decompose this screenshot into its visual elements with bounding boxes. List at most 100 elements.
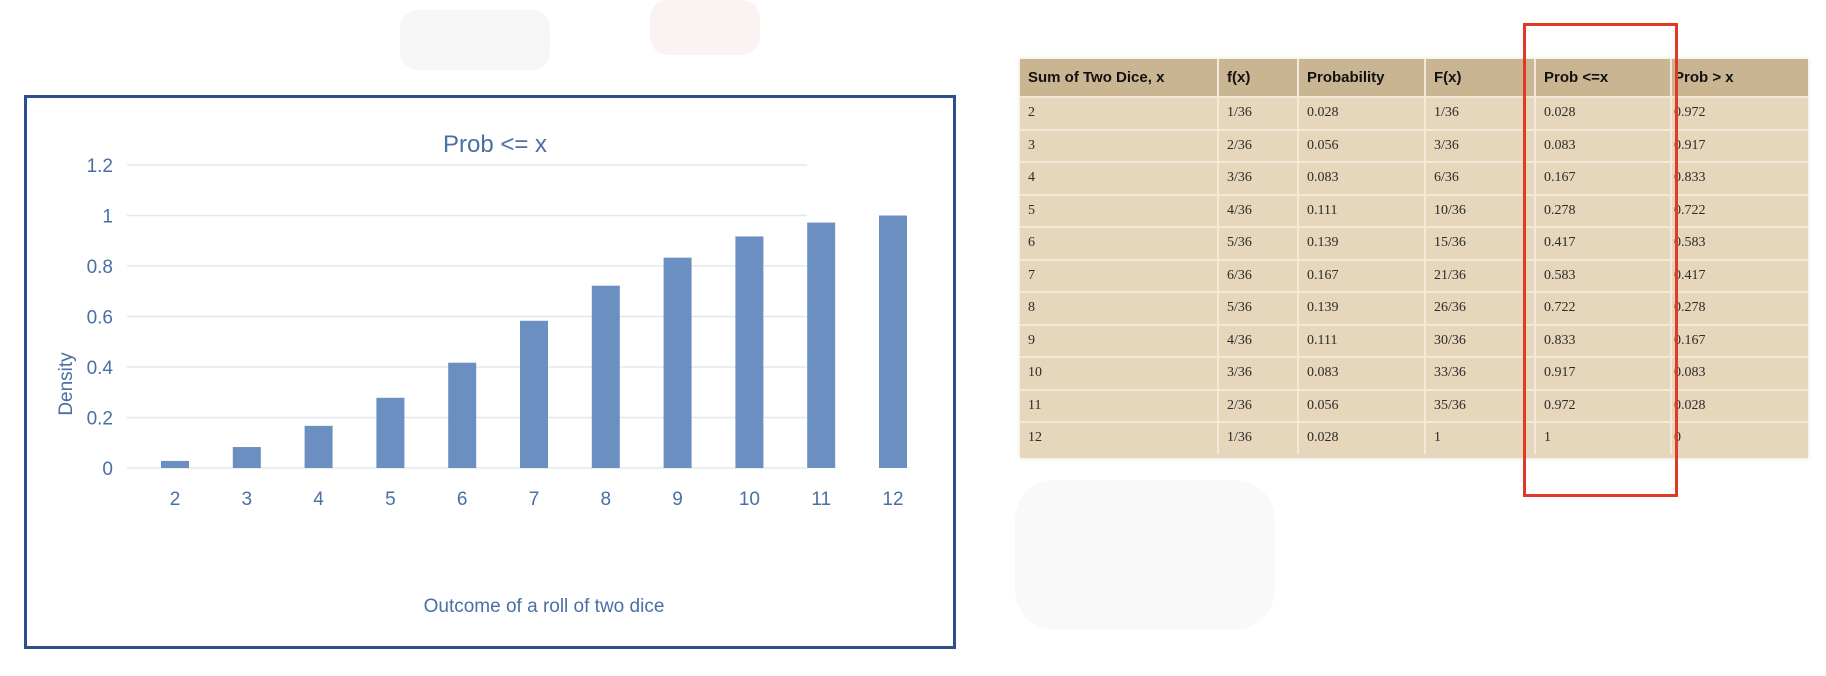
table-cell: 0.722 xyxy=(1671,193,1808,227)
bar xyxy=(304,425,333,468)
y-tick-label: 1.2 xyxy=(87,156,113,177)
table-header-row: Sum of Two Dice, x f(x) Probability F(x)… xyxy=(1020,59,1808,97)
table-cell: 0.111 xyxy=(1298,193,1426,227)
watermark-shape xyxy=(400,10,550,70)
x-tick-label: 8 xyxy=(601,489,612,510)
y-tick-label: 0.2 xyxy=(87,409,113,430)
table-cell: 0.278 xyxy=(1535,193,1672,227)
table-cell: 0.833 xyxy=(1671,161,1808,195)
table-cell: 0.028 xyxy=(1298,421,1426,454)
table-cell: 4 xyxy=(1020,161,1219,195)
chart-title: Prob <= x xyxy=(443,131,547,158)
table-cell: 0.056 xyxy=(1298,388,1426,422)
table-cell: 0.833 xyxy=(1535,323,1672,357)
table-cell: 1/36 xyxy=(1425,96,1536,130)
table-row: 3 2/36 0.056 3/36 0.083 0.917 xyxy=(1020,128,1808,162)
table-cell: 0.083 xyxy=(1298,161,1426,195)
header-sum: Sum of Two Dice, x xyxy=(1020,59,1219,97)
header-probability: Probability xyxy=(1298,59,1426,97)
table-cell: 30/36 xyxy=(1425,323,1536,357)
table-cell: 0.028 xyxy=(1298,96,1426,130)
x-tick-label: 10 xyxy=(739,489,760,510)
table-cell: 1/36 xyxy=(1218,96,1299,130)
table-cell: 10/36 xyxy=(1425,193,1536,227)
table-cell: 0.083 xyxy=(1535,128,1672,162)
y-tick-label: 0.8 xyxy=(87,257,113,278)
bar xyxy=(807,222,836,468)
bar-chart: Prob <= x 0 0.2 0.4 0.6 0.8 1 1.2 2 3 4 5 6 7 8 9 10 11… xyxy=(56,131,907,617)
table-cell: 2/36 xyxy=(1218,128,1299,162)
bar xyxy=(448,362,477,468)
bar xyxy=(735,236,764,468)
y-tick-label: 1 xyxy=(102,207,113,228)
table-cell: 5/36 xyxy=(1218,226,1299,260)
bar xyxy=(232,447,261,468)
table-row: 8 5/36 0.139 26/36 0.722 0.278 xyxy=(1020,291,1808,325)
chart-panel: Prob <= x 0 0.2 0.4 0.6 0.8 1 1.2 2 3 4 5 6 7 8 9 10 11… xyxy=(24,95,956,649)
table-cell: 3/36 xyxy=(1218,356,1299,390)
table-cell: 10 xyxy=(1020,356,1219,390)
table-row: 5 4/36 0.111 10/36 0.278 0.722 xyxy=(1020,193,1808,227)
table-cell: 7 xyxy=(1020,258,1219,292)
table-cell: 0.417 xyxy=(1671,258,1808,292)
x-tick-label: 11 xyxy=(811,489,831,510)
table-cell: 35/36 xyxy=(1425,388,1536,422)
table-cell: 6/36 xyxy=(1218,258,1299,292)
x-tick-label: 3 xyxy=(242,489,253,510)
table-cell: 0.083 xyxy=(1671,356,1808,390)
bar xyxy=(376,397,405,468)
table-cell: 6 xyxy=(1020,226,1219,260)
watermark-shape xyxy=(1015,480,1275,630)
table-cell: 0.139 xyxy=(1298,226,1426,260)
table-cell: 3/36 xyxy=(1425,128,1536,162)
table-cell: 0.972 xyxy=(1671,96,1808,130)
table-cell: 0.028 xyxy=(1535,96,1672,130)
table-cell: 3 xyxy=(1020,128,1219,162)
x-tick-label: 2 xyxy=(170,489,181,510)
x-axis-ticks: 2 3 4 5 6 7 8 9 10 11 12 xyxy=(170,489,904,510)
table-row: 4 3/36 0.083 6/36 0.167 0.833 xyxy=(1020,161,1808,195)
table-cell: 0.972 xyxy=(1535,388,1672,422)
table-row: 10 3/36 0.083 33/36 0.917 0.083 xyxy=(1020,356,1808,390)
table-cell: 0.917 xyxy=(1671,128,1808,162)
table-row: 7 6/36 0.167 21/36 0.583 0.417 xyxy=(1020,258,1808,292)
table-cell: 12 xyxy=(1020,421,1219,454)
x-tick-label: 7 xyxy=(529,489,540,510)
table-row: 2 1/36 0.028 1/36 0.028 0.972 xyxy=(1020,96,1808,130)
table-row: 6 5/36 0.139 15/36 0.417 0.583 xyxy=(1020,226,1808,260)
table-cell: 6/36 xyxy=(1425,161,1536,195)
table-cell: 4/36 xyxy=(1218,193,1299,227)
bars xyxy=(161,215,907,468)
table-cell: 0.056 xyxy=(1298,128,1426,162)
table-cell: 1/36 xyxy=(1218,421,1299,454)
table-cell: 21/36 xyxy=(1425,258,1536,292)
x-axis-label: Outcome of a roll of two dice xyxy=(424,596,665,617)
table-cell: 3/36 xyxy=(1218,161,1299,195)
table-cell: 1 xyxy=(1425,421,1536,454)
table-cell: 0.167 xyxy=(1671,323,1808,357)
bar xyxy=(591,285,620,468)
y-tick-label: 0.4 xyxy=(87,358,114,379)
header-prob-le-x: Prob <=x xyxy=(1535,59,1672,97)
y-tick-label: 0.6 xyxy=(87,308,113,329)
header-cdf: F(x) xyxy=(1425,59,1536,97)
table-cell: 8 xyxy=(1020,291,1219,325)
bar xyxy=(520,320,548,468)
watermark-shape xyxy=(650,0,760,55)
distribution-table: Sum of Two Dice, x f(x) Probability F(x)… xyxy=(1020,59,1808,454)
table-cell: 0.583 xyxy=(1535,258,1672,292)
distribution-table-container: Sum of Two Dice, x f(x) Probability F(x)… xyxy=(1020,59,1808,458)
table-cell: 0.583 xyxy=(1671,226,1808,260)
header-prob-gt-x: Prob > x xyxy=(1671,59,1808,97)
table-cell: 15/36 xyxy=(1425,226,1536,260)
table-cell: 2 xyxy=(1020,96,1219,130)
table-cell: 0.083 xyxy=(1298,356,1426,390)
y-tick-label: 0 xyxy=(102,459,113,480)
table-cell: 0 xyxy=(1671,421,1808,454)
table-body: 2 1/36 0.028 1/36 0.028 0.972 3 2/36 0.056 3/36 0.… xyxy=(1020,96,1808,454)
table-cell: 33/36 xyxy=(1425,356,1536,390)
x-tick-label: 12 xyxy=(882,489,903,510)
table-cell: 0.417 xyxy=(1535,226,1672,260)
table-cell: 0.111 xyxy=(1298,323,1426,357)
bar xyxy=(879,215,907,468)
